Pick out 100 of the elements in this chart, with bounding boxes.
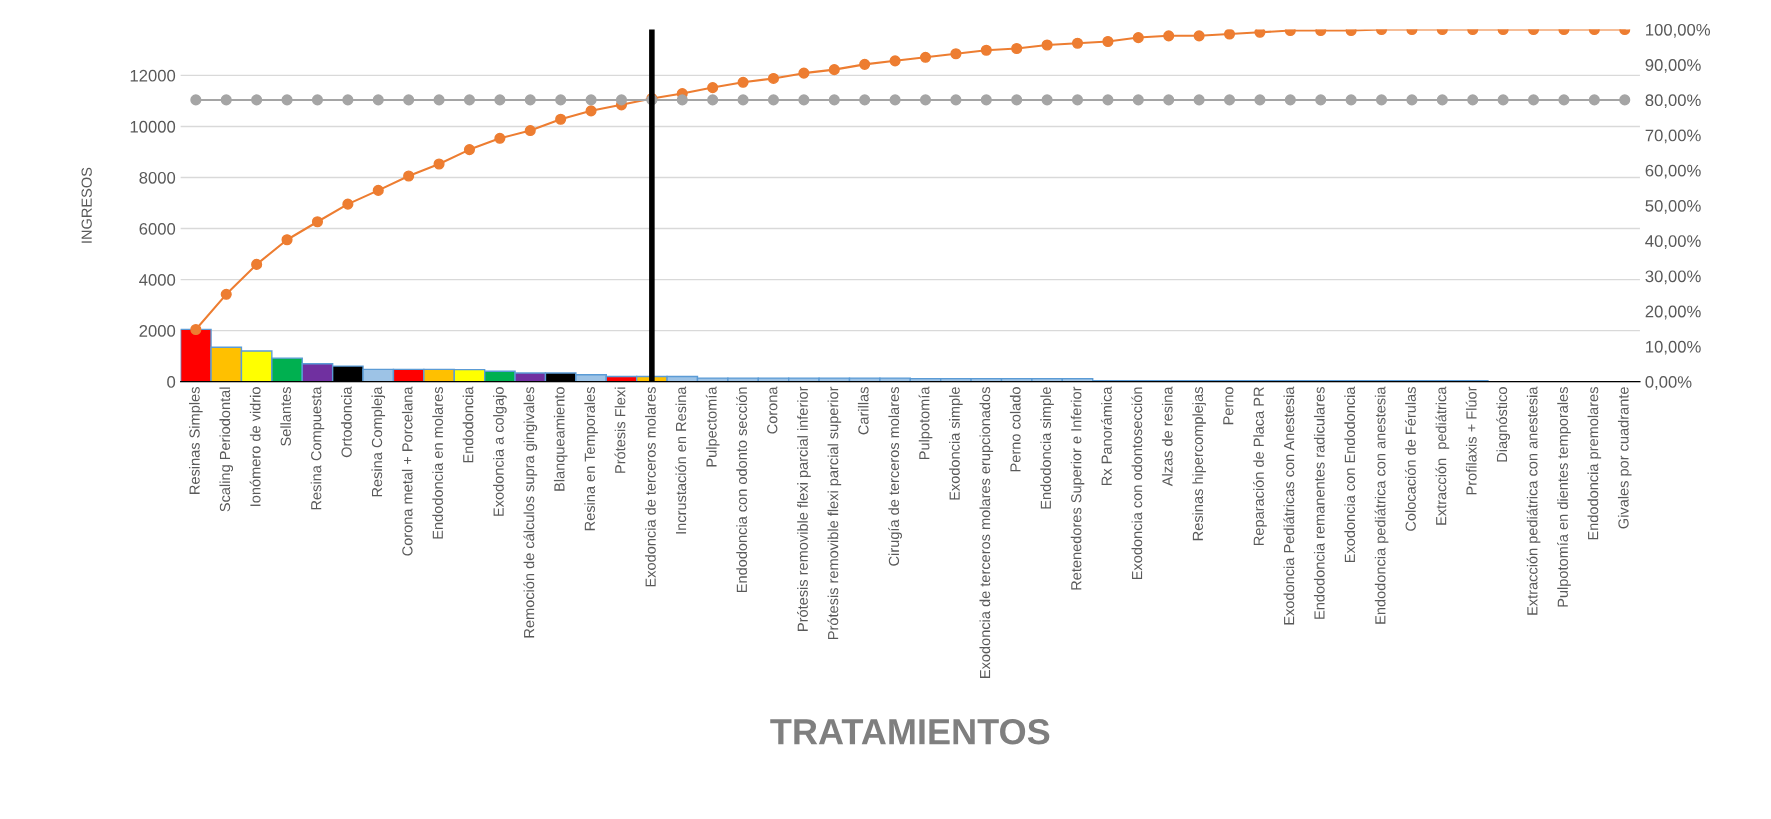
x-tick-label: Givales por cuadrante [1617, 387, 1632, 529]
x-tick-label: Prótesis removible flexi parcial superior [827, 386, 842, 639]
point [403, 170, 415, 182]
point [281, 94, 293, 106]
point [281, 234, 293, 246]
y-tick-label: 2000 [139, 325, 176, 337]
x-tick-label: Incrustación en Resina [675, 386, 687, 534]
x-tick-label: Endodoncia simple [1040, 387, 1054, 509]
point [1284, 94, 1296, 106]
point [707, 94, 719, 106]
x-tick-label: Cirugía de terceros molares [888, 387, 902, 566]
x-tick-label: Pulpotomía [918, 386, 933, 460]
point [251, 94, 263, 106]
x-tick-label: Exodoncia a colgajo [493, 387, 507, 516]
x-tick-label: Resina Compuesta [310, 386, 325, 510]
point [1467, 94, 1479, 106]
y-tick-label: 10000 [130, 120, 176, 133]
x-tick-label: Exodoncia Pediátricas con Anestesia [1283, 386, 1295, 625]
x-tick-label: Resinas Simples [189, 387, 203, 494]
x-tick-label: Exodoncia con Endodoncia [1344, 386, 1356, 563]
point [1102, 35, 1114, 48]
point [494, 132, 506, 144]
point [1193, 30, 1205, 42]
x-tick-label: Ionómero de vidrio [249, 387, 261, 506]
y-tick-label: 8000 [139, 171, 176, 184]
point [190, 323, 202, 336]
x-tick-label: Extracción pediátrica con anestesia [1526, 386, 1541, 615]
x-tick-label: Exodoncia con odontosección [1131, 387, 1143, 580]
x-tick-label: Carillas [857, 387, 869, 435]
point [889, 94, 901, 106]
x-tick-label: Pulpotomía en dientes temporales [1557, 387, 1571, 607]
point [555, 113, 567, 125]
point [1588, 94, 1600, 106]
y-axis-title: INGRESOS [81, 167, 92, 243]
x-tick-label: Extracción pediátrica [1435, 386, 1450, 525]
point [1406, 94, 1418, 106]
x-tick-label: Colocación de Férulas [1404, 387, 1416, 531]
x-tick-label: Retenedores Superior e Inferior [1070, 386, 1085, 590]
point [1315, 94, 1327, 106]
x-tick-label: Endodoncia en molares [432, 387, 443, 539]
x-tick-label: Prótesis Flexi [614, 387, 626, 473]
y2-tick-label: 40,00% [1645, 235, 1701, 249]
x-tick-label: Reparación de Placa PR [1253, 387, 1267, 546]
point [372, 184, 384, 196]
point [1011, 94, 1023, 106]
x-tick-label: Scaling Periodontal [219, 387, 234, 512]
point [585, 94, 597, 106]
point [767, 94, 780, 106]
point [1132, 32, 1144, 44]
point [1132, 94, 1144, 106]
x-tick-label: Exodoncia de terceros molares erupcionados [979, 387, 994, 678]
y2-tick-label: 70,00% [1645, 129, 1701, 144]
point [828, 64, 840, 76]
y-tick-label: 6000 [139, 222, 176, 235]
x-tick-label: Resina Compleja [371, 386, 386, 497]
x-tick-label: Perno [1223, 387, 1234, 425]
x-tick-label: Endodoncia premolares [1587, 387, 1602, 540]
point [1011, 42, 1023, 55]
y2-tick-label: 100,00% [1646, 23, 1711, 38]
x-tick-label: Endodoncia pediátrica con anestesia [1374, 386, 1389, 624]
x-tick-label: Prótesis removible flexi parcial inferior [797, 386, 811, 631]
point [1619, 94, 1631, 106]
x-tick-label: Corona metal + Porcelana [401, 386, 413, 556]
point [251, 258, 263, 270]
x-tick-label: Endodoncia [462, 386, 474, 463]
point [311, 94, 324, 106]
point [585, 105, 597, 117]
y2-tick-label: 60,00% [1645, 164, 1701, 179]
point [1223, 94, 1236, 106]
x-tick-label: Endodoncia remanentes radiculares [1313, 387, 1325, 619]
point [524, 125, 536, 137]
x-axis-title: TRATAMIENTOS [770, 718, 1050, 745]
point [403, 94, 415, 106]
x-tick-label: Exodoncia de terceros molares [645, 387, 656, 587]
point [950, 48, 962, 60]
y2-tick-label: 50,00% [1645, 199, 1701, 214]
point [950, 94, 962, 106]
x-tick-label: Endodoncia con odonto sección [736, 387, 747, 593]
point [1041, 94, 1053, 106]
point [1497, 94, 1509, 106]
point [220, 288, 232, 300]
x-tick-label: Ortodoncia [341, 386, 352, 458]
point [1436, 94, 1448, 106]
y-tick-label: 12000 [130, 69, 176, 82]
x-tick-label: Alzas de resina [1161, 386, 1173, 487]
point [463, 144, 476, 156]
y-tick-label: 4000 [139, 273, 176, 286]
point [707, 82, 719, 94]
y2-tick-label: 20,00% [1645, 305, 1701, 320]
point [798, 94, 810, 106]
x-tick-label: Resina en Temporales [584, 387, 598, 531]
point [1223, 29, 1236, 40]
point [311, 216, 324, 228]
point [1163, 94, 1175, 106]
point [919, 51, 932, 63]
x-tick-label: Rx Panorámica [1100, 386, 1112, 486]
point [1041, 39, 1053, 51]
point [1375, 94, 1388, 106]
point [1254, 94, 1266, 106]
point [433, 158, 445, 170]
